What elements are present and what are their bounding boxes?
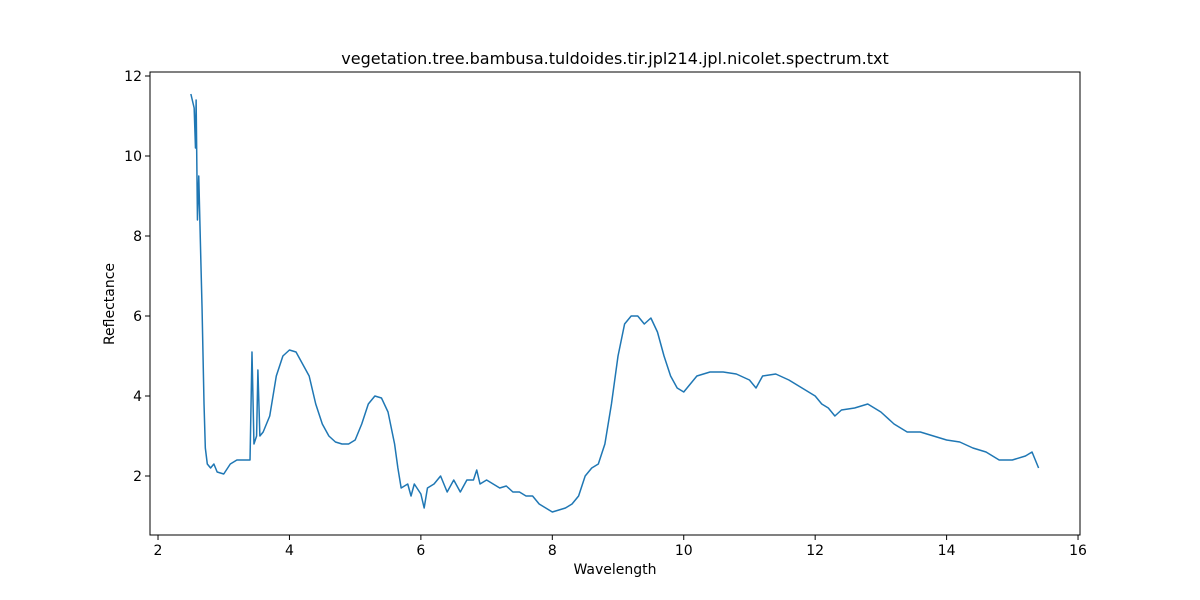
y-axis-label: Reflectance — [102, 263, 118, 345]
x-tick-label: 10 — [675, 543, 693, 559]
y-tick-label: 6 — [133, 309, 142, 325]
x-tick-label: 4 — [285, 543, 294, 559]
axes-frame — [149, 71, 1081, 536]
x-tick-label: 14 — [938, 543, 956, 559]
y-tick-label: 12 — [124, 69, 142, 85]
x-tick-label: 12 — [806, 543, 824, 559]
y-tick-label: 8 — [133, 229, 142, 245]
x-tick-label: 16 — [1069, 543, 1087, 559]
y-tick-label: 4 — [133, 389, 142, 405]
y-tick-label: 2 — [133, 469, 142, 485]
series-line — [190, 93, 1040, 513]
chart-title: vegetation.tree.bambusa.tuldoides.tir.jp… — [341, 49, 889, 68]
x-axis-label: Wavelength — [573, 562, 656, 578]
plot-area — [190, 93, 1040, 513]
x-tick-label: 2 — [154, 543, 163, 559]
y-tick-label: 10 — [124, 149, 142, 165]
x-tick-label: 8 — [548, 543, 557, 559]
x-tick-label: 6 — [416, 543, 425, 559]
